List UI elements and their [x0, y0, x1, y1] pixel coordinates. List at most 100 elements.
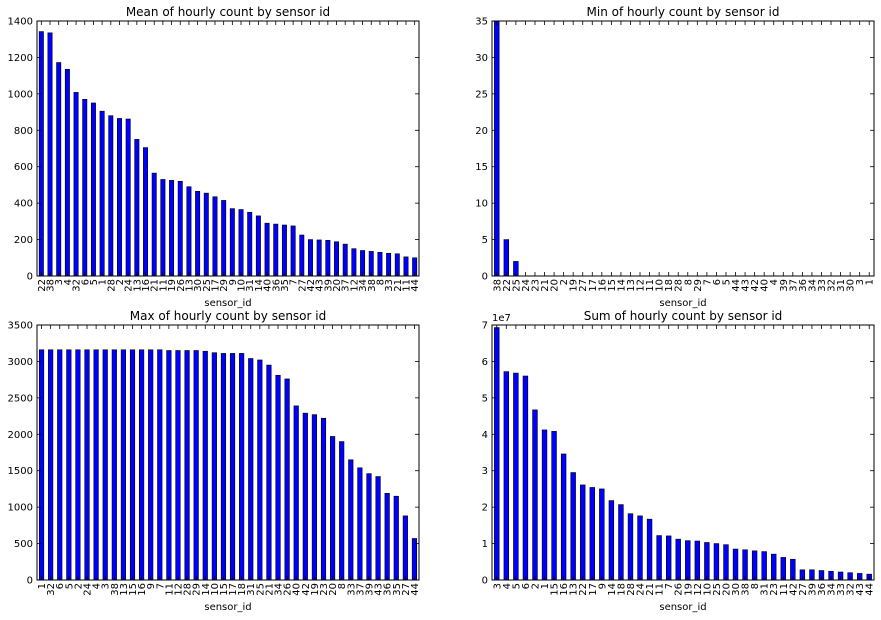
bar [82, 99, 88, 277]
x-tick-label: 7 [155, 583, 166, 589]
y-tick-label: 2 [482, 503, 488, 514]
chart-title: Min of hourly count by sensor id [587, 5, 780, 19]
x-tick-label: 32 [827, 279, 838, 292]
bar [238, 209, 244, 277]
bar [275, 374, 281, 581]
x-tick-label: 11 [158, 279, 169, 292]
bar [675, 538, 681, 581]
y-tick-label: 2000 [8, 430, 33, 441]
bar [93, 349, 99, 581]
bar [599, 488, 605, 581]
x-tick-label: 29 [192, 583, 203, 596]
y-tick-label: 0 [482, 272, 488, 283]
x-tick-label: 13 [119, 583, 130, 596]
x-tick-label: 43 [374, 583, 385, 596]
x-tick-label: 36 [817, 583, 828, 596]
bar [166, 350, 172, 581]
bar [589, 487, 595, 581]
bar [637, 515, 643, 581]
y-tick-label: 500 [14, 539, 33, 550]
bar [160, 179, 166, 277]
bar [732, 548, 739, 581]
x-tick-label: 38 [110, 583, 121, 596]
x-tick-label: 28 [674, 279, 685, 292]
x-axis-label: sensor_id [659, 602, 706, 613]
x-tick-label: 35 [280, 279, 291, 292]
x-tick-label: 9 [146, 583, 157, 589]
x-tick-label: 26 [283, 583, 294, 596]
x-tick-label: 5 [64, 583, 75, 589]
x-tick-label: 12 [349, 279, 360, 292]
x-tick-label: 36 [798, 279, 809, 292]
bar [48, 349, 54, 581]
x-tick-label: 15 [607, 279, 618, 292]
bar [38, 349, 45, 581]
x-tick-label: 4 [769, 279, 780, 285]
x-tick-label: 32 [46, 583, 57, 596]
x-tick-label: 24 [636, 583, 647, 596]
bar [494, 20, 500, 277]
bar [311, 414, 317, 581]
x-tick-label: 6 [521, 583, 532, 589]
x-tick-label: 3 [492, 583, 503, 589]
y-tick-label: 3500 [8, 321, 33, 332]
bar [742, 549, 748, 581]
bar [57, 349, 63, 581]
x-tick-label: 33 [384, 279, 395, 292]
bar [47, 32, 53, 277]
bar [221, 200, 227, 277]
bar [266, 364, 272, 581]
x-tick-label: 44 [865, 583, 876, 596]
x-tick-label: 21 [393, 279, 404, 292]
y-tick-label: 10 [475, 199, 488, 210]
x-tick-label: 2 [115, 279, 126, 285]
bar [551, 431, 557, 581]
x-tick-label: 30 [731, 583, 742, 596]
x-tick-label: 4 [63, 279, 74, 285]
bar [64, 68, 70, 277]
x-tick-label: 10 [237, 279, 248, 292]
x-tick-label: 42 [301, 583, 312, 596]
y-tick-label: 0 [27, 272, 33, 283]
x-tick-label: 17 [210, 279, 221, 292]
x-tick-label: 25 [202, 279, 213, 292]
bar [120, 349, 126, 581]
bar [211, 352, 217, 581]
bar [704, 542, 710, 581]
x-tick-label: 40 [760, 279, 771, 292]
bar [273, 223, 279, 277]
bar [248, 358, 254, 581]
x-tick-label: 7 [289, 279, 300, 285]
x-tick-label: 30 [846, 279, 857, 292]
bar [351, 248, 357, 277]
y-tick-label: 3000 [8, 357, 33, 368]
x-tick-label: 12 [636, 279, 647, 292]
bar [723, 544, 729, 581]
bar [293, 405, 299, 581]
x-tick-label: 18 [237, 583, 248, 596]
x-tick-label: 34 [827, 583, 838, 596]
y-tick-label: 400 [14, 199, 33, 210]
x-tick-label: 21 [645, 583, 656, 596]
x-tick-label: 21 [150, 279, 161, 292]
bar [627, 513, 634, 581]
x-tick-label: 6 [712, 279, 723, 285]
bar [618, 504, 624, 581]
x-tick-label: 10 [702, 583, 713, 596]
x-tick-label: 26 [674, 583, 685, 596]
x-tick-label: 10 [210, 583, 221, 596]
bar [203, 192, 209, 277]
x-tick-label: 8 [750, 583, 761, 589]
bar [117, 118, 122, 277]
x-tick-label: 22 [578, 583, 589, 596]
bar [195, 191, 201, 277]
y-tick-label: 1000 [8, 503, 33, 514]
bar [325, 240, 331, 277]
x-tick-label: 16 [141, 279, 152, 292]
bar [366, 473, 372, 581]
bar [157, 349, 163, 581]
bar [75, 349, 81, 581]
bar [139, 349, 145, 581]
axis-exponent-label: 1e7 [492, 313, 511, 324]
x-tick-label: 39 [807, 583, 818, 596]
